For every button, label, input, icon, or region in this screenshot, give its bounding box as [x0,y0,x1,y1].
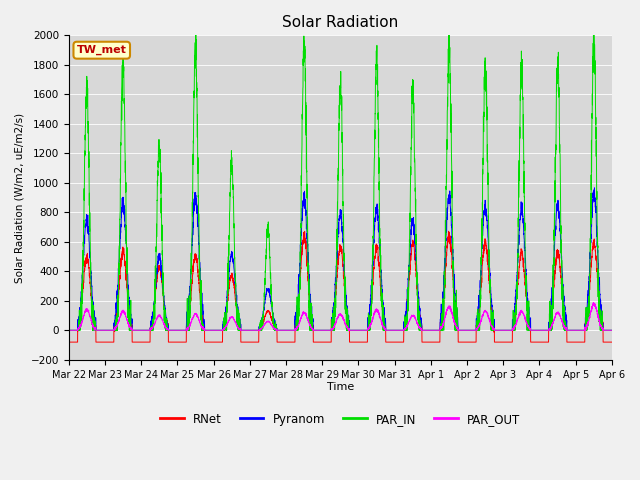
PAR_IN [65,327,72,333]
RNet [445,228,452,234]
PAR_OUT [320,327,328,333]
Pyranom [432,327,440,333]
PAR_OUT [432,327,440,333]
PAR_OUT [589,300,597,305]
RNet [163,317,170,323]
PAR_OUT [163,325,170,331]
Text: TW_met: TW_met [77,45,127,55]
PAR_IN [462,327,470,333]
Pyranom [65,327,72,333]
Line: PAR_OUT: PAR_OUT [68,302,612,330]
PAR_IN [607,327,615,333]
PAR_IN [589,25,597,31]
PAR_OUT [607,327,615,333]
PAR_IN [493,327,500,333]
Legend: RNet, Pyranom, PAR_IN, PAR_OUT: RNet, Pyranom, PAR_IN, PAR_OUT [156,408,525,431]
Pyranom [320,327,328,333]
RNet [320,339,328,345]
RNet [65,339,72,345]
PAR_IN [320,327,328,333]
Line: RNet: RNet [68,231,612,342]
Pyranom [493,327,500,333]
PAR_OUT [608,327,616,333]
RNet [432,339,440,345]
PAR_IN [163,326,170,332]
Pyranom [462,327,470,333]
RNet [608,339,616,345]
Pyranom [607,327,615,333]
RNet [607,339,615,345]
Title: Solar Radiation: Solar Radiation [282,15,399,30]
PAR_IN [608,327,616,333]
Line: Pyranom: Pyranom [68,188,612,330]
PAR_OUT [65,327,72,333]
PAR_OUT [493,327,500,333]
Line: PAR_IN: PAR_IN [68,28,612,330]
X-axis label: Time: Time [326,382,354,392]
PAR_OUT [462,327,470,333]
PAR_IN [432,327,440,333]
Pyranom [591,185,598,191]
RNet [493,339,500,345]
Pyranom [608,327,616,333]
RNet [462,339,470,345]
Pyranom [163,320,170,326]
Y-axis label: Solar Radiation (W/m2, uE/m2/s): Solar Radiation (W/m2, uE/m2/s) [15,112,25,283]
